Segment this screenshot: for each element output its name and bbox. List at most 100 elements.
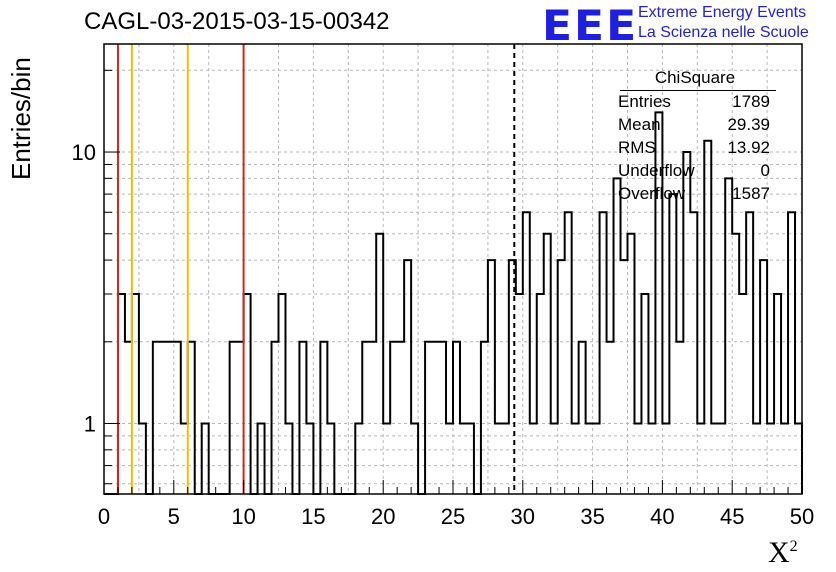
histogram-bin-56 bbox=[495, 424, 502, 494]
histogram-bin-73 bbox=[614, 178, 621, 494]
histogram-bin-25 bbox=[279, 294, 286, 494]
reference-lines bbox=[116, 44, 516, 494]
stats-row-rms: RMS 13.92 bbox=[618, 138, 770, 157]
histogram-bin-4 bbox=[132, 294, 139, 494]
histogram-bin-20 bbox=[244, 294, 251, 494]
histogram-bin-80 bbox=[662, 424, 669, 494]
logo-line-2: La Scienza nelle Scuole bbox=[638, 24, 809, 41]
histogram-bin-63 bbox=[544, 234, 551, 494]
histogram-bin-65 bbox=[558, 260, 565, 494]
histogram-bin-75 bbox=[628, 234, 635, 494]
histogram-bin-42 bbox=[397, 342, 404, 494]
stats-divider bbox=[620, 90, 776, 91]
histogram-bin-74 bbox=[621, 260, 628, 494]
histogram-bin-32 bbox=[327, 424, 334, 494]
histogram-bin-5 bbox=[139, 424, 146, 494]
x-axis-label: X2 bbox=[768, 536, 798, 569]
histogram-bin-12 bbox=[188, 342, 195, 494]
x-tick-label-40: 40 bbox=[650, 504, 674, 529]
histogram-bin-66 bbox=[565, 212, 572, 494]
histogram-bin-89 bbox=[725, 178, 732, 494]
x-tick-label-35: 35 bbox=[580, 504, 604, 529]
histogram-bin-93 bbox=[753, 424, 760, 494]
histogram-bin-91 bbox=[739, 294, 746, 494]
histogram-bin-62 bbox=[537, 294, 544, 494]
x-tick-label-10: 10 bbox=[231, 504, 255, 529]
histogram-bin-78 bbox=[648, 424, 655, 494]
stats-title: ChiSquare bbox=[654, 68, 736, 87]
histogram-bin-37 bbox=[362, 342, 369, 494]
histogram-bin-69 bbox=[586, 424, 593, 494]
histogram-bin-43 bbox=[404, 260, 411, 494]
stats-row-overflow: Overflow 1587 bbox=[618, 184, 770, 203]
histogram-bars bbox=[104, 111, 803, 495]
histogram-bin-68 bbox=[579, 342, 586, 494]
histogram-bin-57 bbox=[502, 424, 509, 494]
histogram-bin-36 bbox=[355, 424, 362, 494]
x-tick-label-50: 50 bbox=[790, 504, 814, 529]
histogram-bin-38 bbox=[369, 342, 376, 494]
histogram-bin-85 bbox=[697, 424, 704, 494]
histogram-outline bbox=[104, 111, 803, 495]
histogram-bin-82 bbox=[676, 342, 683, 494]
stats-box: ChiSquare Entries 1789 Mean 29.39 RMS 13… bbox=[612, 68, 778, 208]
x-tick-label-0: 0 bbox=[98, 504, 110, 529]
chart-title: CAGL-03-2015-03-15-00342 bbox=[84, 8, 390, 35]
histogram-bin-2 bbox=[118, 294, 125, 494]
histogram-bin-94 bbox=[760, 260, 767, 494]
histogram-bin-44 bbox=[411, 424, 418, 494]
histogram-bin-7 bbox=[153, 342, 160, 494]
histogram-bin-48 bbox=[439, 342, 446, 494]
histogram-bin-59 bbox=[516, 294, 523, 494]
histogram-bin-50 bbox=[453, 342, 460, 494]
x-tick-label-15: 15 bbox=[301, 504, 325, 529]
histogram-bin-87 bbox=[711, 424, 718, 494]
histogram-bin-55 bbox=[488, 260, 495, 494]
y-tick-label-1: 1 bbox=[84, 412, 96, 437]
histogram-bin-41 bbox=[390, 342, 397, 494]
histogram-bin-29 bbox=[306, 424, 313, 494]
histogram-bin-9 bbox=[167, 342, 174, 494]
histogram-bin-39 bbox=[376, 234, 383, 494]
x-tick-label-45: 45 bbox=[720, 504, 744, 529]
histogram-bin-14 bbox=[202, 424, 209, 494]
histogram-bin-47 bbox=[432, 342, 439, 494]
histogram-bin-67 bbox=[572, 424, 579, 494]
logo-line-1: Extreme Energy Events bbox=[638, 4, 807, 21]
axis-ticks: 0 5 10 15 20 25 30 35 40 45 50 1 10 bbox=[72, 69, 814, 529]
stats-row-underflow: Underflow 0 bbox=[618, 161, 770, 180]
histogram-bin-95 bbox=[767, 424, 774, 494]
histogram-bin-70 bbox=[593, 424, 600, 494]
y-tick-label-10: 10 bbox=[72, 140, 96, 165]
histogram-bin-76 bbox=[634, 424, 641, 494]
eee-logo-mark: EEE bbox=[542, 2, 639, 51]
histogram-bin-92 bbox=[746, 212, 753, 494]
histogram-bin-3 bbox=[125, 342, 132, 494]
histogram-bin-77 bbox=[641, 294, 648, 494]
histogram-bin-40 bbox=[383, 424, 390, 494]
histogram-bin-31 bbox=[320, 342, 327, 494]
x-tick-label-30: 30 bbox=[511, 504, 535, 529]
stats-row-mean: Mean 29.39 bbox=[618, 115, 770, 134]
histogram-bin-61 bbox=[530, 424, 537, 494]
histogram-bin-88 bbox=[718, 424, 725, 494]
histogram-bin-8 bbox=[160, 342, 167, 494]
histogram-bin-46 bbox=[425, 342, 432, 494]
histogram-bin-84 bbox=[690, 212, 697, 494]
histogram-bin-60 bbox=[523, 212, 530, 494]
y-axis-label: Entries/bin bbox=[6, 57, 36, 180]
histogram-bin-96 bbox=[774, 294, 781, 494]
histogram-bin-64 bbox=[551, 424, 558, 494]
x-tick-label-20: 20 bbox=[371, 504, 395, 529]
histogram-bin-98 bbox=[788, 212, 795, 494]
histogram-bin-97 bbox=[781, 424, 788, 494]
histogram-bin-49 bbox=[446, 424, 453, 494]
histogram-bin-19 bbox=[237, 342, 244, 494]
histogram-bin-26 bbox=[285, 424, 292, 494]
histogram-bin-81 bbox=[669, 194, 676, 494]
histogram-bin-28 bbox=[299, 342, 306, 494]
histogram-bin-24 bbox=[272, 342, 279, 494]
stats-row-entries: Entries 1789 bbox=[618, 92, 770, 111]
histogram-bin-51 bbox=[460, 424, 467, 494]
